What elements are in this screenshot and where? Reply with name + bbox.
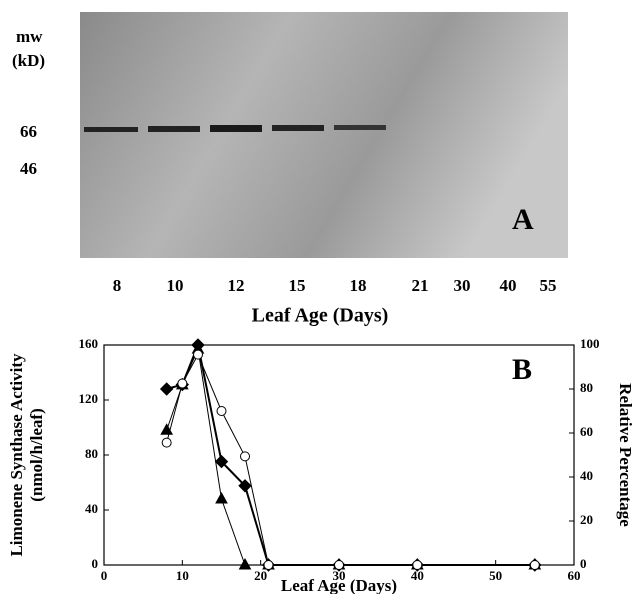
marker (334, 560, 344, 570)
marker (214, 454, 229, 469)
band (210, 125, 262, 132)
marker (263, 560, 274, 570)
plot-frame (103, 344, 575, 566)
lane-label: 8 (113, 276, 122, 295)
y2-tick-label: 40 (580, 468, 593, 483)
x-tick-label: 0 (101, 568, 108, 583)
x-tick-label: 50 (489, 568, 502, 583)
y2-tick-label: 60 (580, 424, 593, 439)
y-tick-label: 80 (85, 446, 98, 461)
unit-label: (kD) (12, 51, 45, 70)
band (334, 125, 386, 130)
lane-label: 12 (228, 276, 245, 295)
x-axis-title: Leaf Age (Days) (281, 576, 397, 594)
marker (216, 406, 227, 416)
blot-image (80, 12, 568, 258)
lane-label: 30 (454, 276, 471, 295)
band (84, 127, 138, 132)
y-tick-label: 160 (79, 336, 99, 351)
band (272, 125, 324, 131)
lane-label: 40 (500, 276, 517, 295)
chart: 0 10 20 30 40 50 6004080120160020406080100Leaf… (7, 336, 635, 594)
lane-label: 18 (350, 276, 367, 295)
series-line (166, 341, 535, 566)
y2-tick-label: 0 (580, 556, 587, 571)
y-tick-label: 40 (85, 501, 98, 516)
y2-axis-title: Relative Percentage (616, 383, 635, 527)
y-axis-title: Limonene Synthase Activity (7, 353, 26, 557)
x-tick-label: 30 (333, 568, 346, 583)
x-tick-label: 10 (176, 568, 189, 583)
marker (193, 349, 203, 360)
mw-label: mw (16, 27, 43, 46)
y2-tick-label: 80 (580, 380, 593, 395)
y2-tick-label: 100 (580, 336, 600, 351)
marker (240, 451, 250, 462)
x-tick-label: 60 (568, 568, 581, 583)
x-axis-title: Leaf Age (Days) (252, 305, 389, 327)
lane-label: 55 (540, 276, 557, 295)
band (148, 126, 200, 132)
y2-tick-label: 20 (580, 512, 593, 527)
marker (238, 557, 252, 570)
marker (412, 560, 423, 570)
lane-label: 21 (412, 276, 429, 295)
y-tick-label: 0 (92, 556, 99, 571)
panel-label: B (512, 353, 532, 386)
lane-labels: 8 10 12 15 18 21 30 40 55 (113, 276, 557, 295)
y-axis-unit: (nmol/h/leaf) (27, 408, 46, 502)
marker-label: 66 (20, 122, 37, 141)
x-tick-label: 20 (254, 568, 267, 583)
y-tick-label: 120 (79, 391, 99, 406)
marker (529, 560, 540, 570)
marker (159, 382, 174, 396)
marker (238, 479, 252, 493)
marker-label: 46 (20, 159, 37, 178)
marker (215, 491, 228, 504)
panel-label: A (512, 203, 534, 236)
lane-label: 15 (289, 276, 306, 295)
lane-label: 10 (167, 276, 184, 295)
marker (161, 437, 172, 448)
x-tick-label: 40 (411, 568, 424, 583)
marker (177, 378, 188, 389)
